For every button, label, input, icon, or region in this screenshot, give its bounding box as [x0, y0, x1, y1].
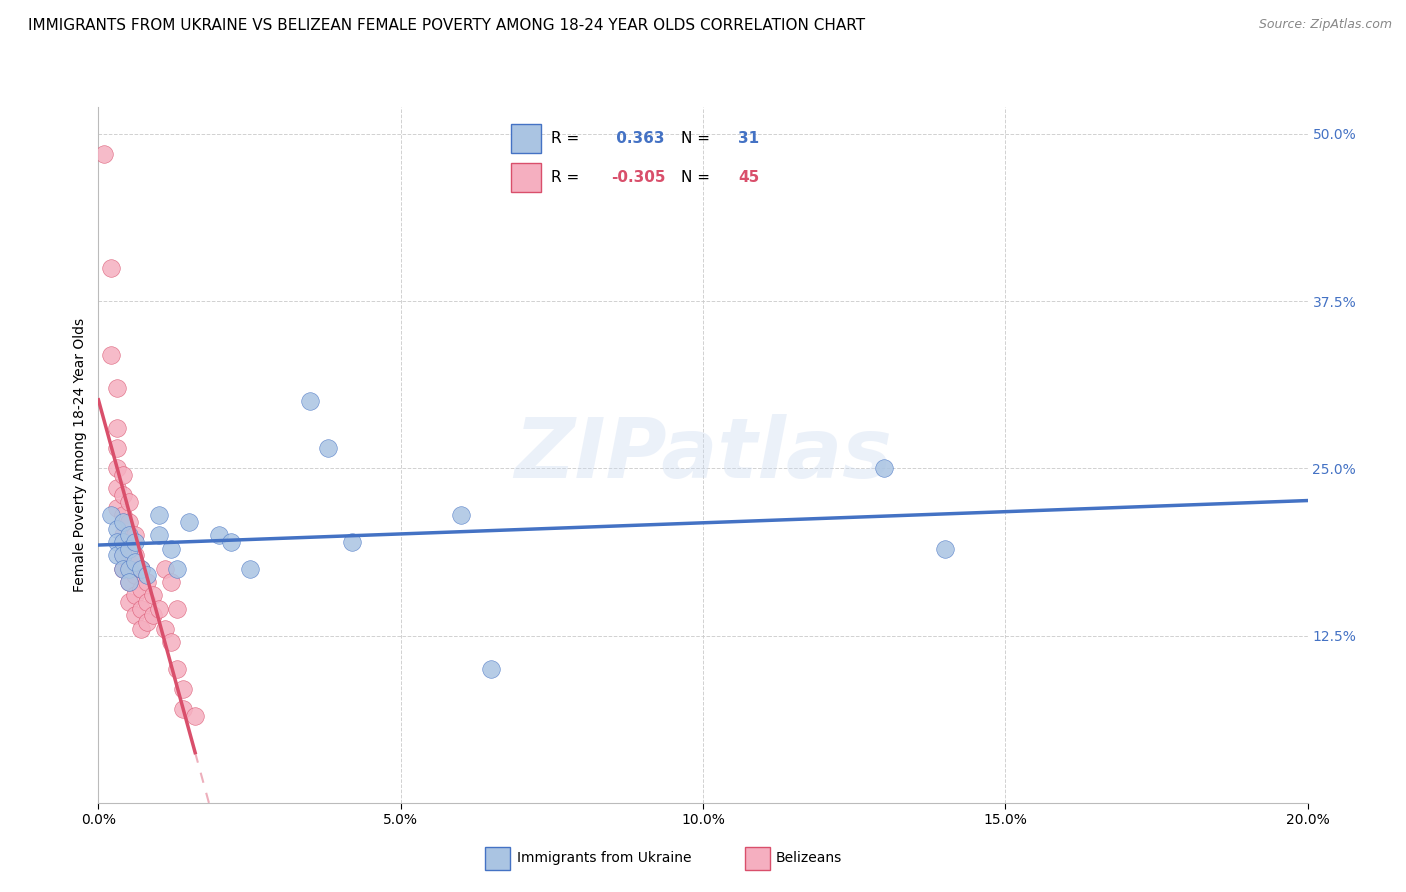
Point: [118, 555, 141, 569]
Point: [873, 461, 896, 475]
Point: [118, 515, 141, 529]
Point: [450, 508, 472, 523]
Point: [124, 608, 146, 623]
Text: R =: R =: [551, 170, 579, 186]
Point: [111, 515, 134, 529]
Text: R =: R =: [551, 131, 579, 146]
Point: [239, 562, 262, 576]
Point: [105, 482, 128, 496]
Point: [129, 622, 152, 636]
Point: [105, 381, 128, 395]
Y-axis label: Female Poverty Among 18-24 Year Olds: Female Poverty Among 18-24 Year Olds: [73, 318, 87, 592]
Point: [135, 595, 157, 609]
Point: [160, 575, 183, 590]
Point: [129, 562, 152, 576]
Point: [299, 394, 322, 409]
Point: [105, 421, 128, 435]
Point: [153, 622, 176, 636]
Point: [118, 541, 141, 556]
Point: [118, 562, 141, 576]
Point: [129, 602, 152, 616]
Point: [172, 702, 194, 716]
Point: [124, 535, 146, 549]
Bar: [512, 124, 541, 153]
Point: [105, 461, 128, 475]
Point: [148, 602, 170, 616]
Point: [100, 348, 122, 362]
Point: [316, 442, 339, 456]
Point: [118, 528, 141, 542]
Point: [111, 562, 134, 576]
Point: [118, 595, 141, 609]
Point: [142, 589, 165, 603]
Point: [105, 501, 128, 516]
Point: [124, 555, 146, 569]
Point: [105, 442, 128, 456]
Point: [118, 535, 141, 549]
Text: Belizeans: Belizeans: [776, 851, 842, 865]
Point: [105, 535, 128, 549]
Point: [142, 608, 165, 623]
Point: [135, 568, 157, 582]
Text: Source: ZipAtlas.com: Source: ZipAtlas.com: [1258, 18, 1392, 31]
Text: 45: 45: [738, 170, 759, 186]
Point: [111, 535, 134, 549]
Point: [166, 562, 188, 576]
Point: [184, 708, 207, 723]
Text: -0.305: -0.305: [612, 170, 665, 186]
Point: [105, 521, 128, 535]
Point: [221, 535, 243, 549]
Point: [111, 488, 134, 502]
Text: IMMIGRANTS FROM UKRAINE VS BELIZEAN FEMALE POVERTY AMONG 18-24 YEAR OLDS CORRELA: IMMIGRANTS FROM UKRAINE VS BELIZEAN FEMA…: [28, 18, 865, 33]
Point: [100, 508, 122, 523]
Text: N =: N =: [681, 131, 710, 146]
Point: [124, 528, 146, 542]
Point: [166, 662, 188, 676]
Point: [111, 508, 134, 523]
Point: [208, 528, 231, 542]
Point: [172, 681, 194, 696]
Point: [111, 548, 134, 563]
Point: [124, 548, 146, 563]
Point: [118, 494, 141, 508]
Text: Immigrants from Ukraine: Immigrants from Ukraine: [517, 851, 692, 865]
Text: 0.363: 0.363: [612, 131, 665, 146]
Point: [177, 515, 201, 529]
Point: [481, 662, 503, 676]
Point: [124, 568, 146, 582]
Text: N =: N =: [681, 170, 710, 186]
Point: [129, 562, 152, 576]
Point: [100, 260, 122, 275]
Point: [934, 541, 956, 556]
Point: [166, 602, 188, 616]
Bar: [512, 163, 541, 192]
Point: [153, 562, 176, 576]
Point: [111, 562, 134, 576]
Point: [148, 508, 170, 523]
Point: [118, 575, 141, 590]
Point: [160, 635, 183, 649]
Point: [105, 548, 128, 563]
Point: [135, 615, 157, 630]
Point: [93, 147, 115, 161]
Point: [118, 575, 141, 590]
Point: [124, 589, 146, 603]
Point: [135, 575, 157, 590]
Point: [342, 535, 364, 549]
Point: [111, 468, 134, 483]
Point: [160, 541, 183, 556]
Point: [111, 548, 134, 563]
Point: [148, 528, 170, 542]
Point: [111, 528, 134, 542]
Text: 31: 31: [738, 131, 759, 146]
Point: [129, 582, 152, 596]
Text: ZIPatlas: ZIPatlas: [515, 415, 891, 495]
